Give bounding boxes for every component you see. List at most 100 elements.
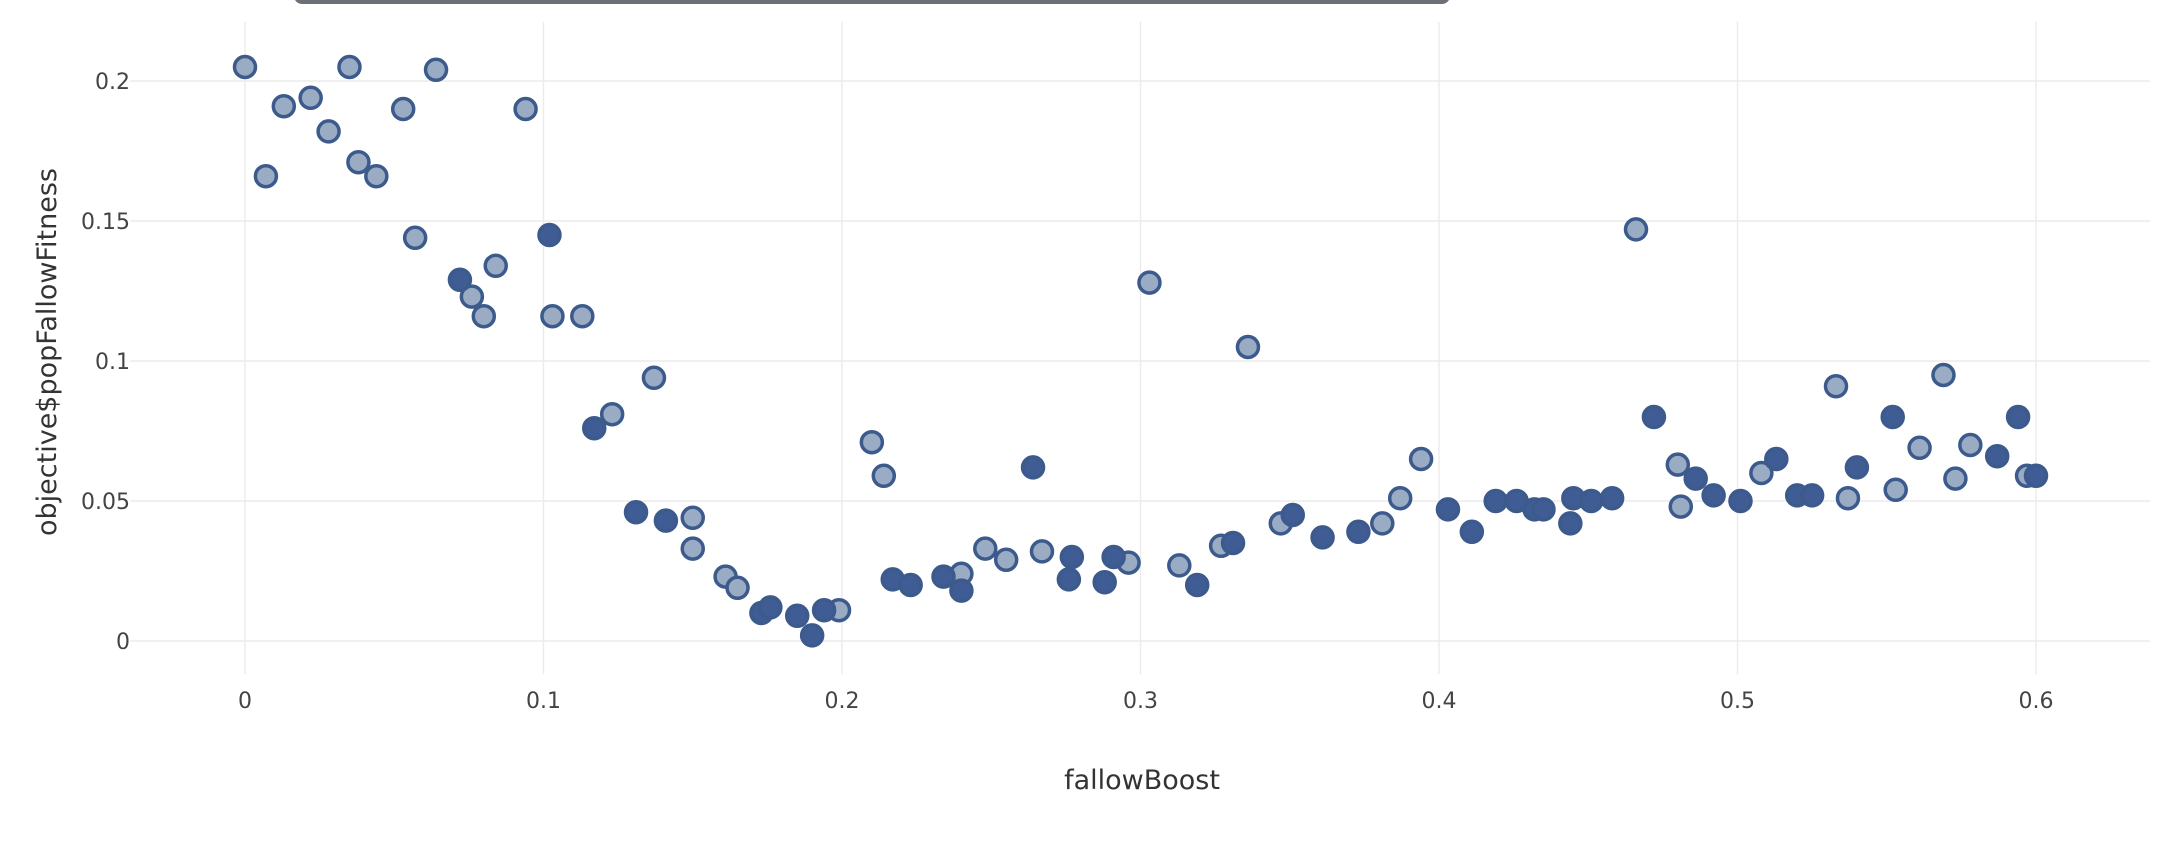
x-tick-label: 0.2 [825, 689, 860, 714]
data-point [949, 578, 974, 603]
data-point [1907, 435, 1932, 461]
y-tick-label: 0.2 [95, 70, 130, 95]
data-point [1184, 572, 1210, 598]
data-point [1943, 466, 1968, 491]
data-point [459, 284, 485, 309]
data-point [1880, 404, 1905, 430]
data-point [447, 267, 473, 293]
data-point [784, 603, 810, 629]
data-point [931, 564, 956, 589]
data-point [1137, 270, 1162, 295]
data-point [623, 499, 649, 525]
data-point [1799, 483, 1825, 508]
data-point [1683, 466, 1708, 491]
data-point [599, 401, 625, 427]
x-tick-label: 0.5 [1720, 689, 1755, 714]
data-point [859, 429, 885, 455]
data-point [402, 225, 428, 251]
data-point [1483, 488, 1508, 514]
data-point [725, 575, 750, 601]
y-tick-label: 0.15 [81, 210, 130, 235]
data-point [1578, 488, 1604, 514]
data-point [2023, 463, 2049, 489]
data-point [581, 415, 607, 441]
x-tick-label: 0.3 [1123, 689, 1158, 714]
data-point [1167, 553, 1192, 578]
data-point [1764, 446, 1789, 472]
y-axis-label: objective$popFallowFitness [32, 168, 63, 536]
data-point [1835, 485, 1861, 511]
data-point [993, 547, 1019, 573]
data-point [1728, 488, 1753, 514]
data-point [898, 572, 923, 598]
data-point [1346, 519, 1371, 545]
data-point [423, 57, 449, 83]
data-point [2005, 404, 2031, 430]
data-point [1641, 404, 1667, 430]
y-tick-labels: 0 0.05 0.1 0.15 0.2 [81, 70, 130, 655]
series-dark-points [447, 222, 2049, 648]
data-point [1310, 525, 1335, 550]
x-tick-label: 0.6 [2019, 689, 2054, 714]
data-point [1668, 494, 1694, 519]
data-point [540, 303, 565, 329]
data-point [346, 149, 371, 175]
data-point [298, 85, 323, 111]
data-point [1665, 452, 1691, 477]
data-point [1029, 539, 1055, 564]
data-point [1020, 455, 1046, 480]
data-point [1958, 432, 1983, 458]
data-point [1370, 511, 1395, 536]
data-point [680, 536, 705, 561]
data-point [1883, 477, 1908, 503]
data-point [390, 96, 416, 122]
data-point [1387, 485, 1413, 511]
y-tick-label: 0.1 [95, 350, 130, 375]
data-point [1435, 497, 1461, 522]
x-tick-label: 0.4 [1422, 689, 1457, 714]
data-point [1220, 530, 1246, 556]
data-point [641, 365, 667, 391]
x-tick-label: 0.1 [526, 689, 561, 714]
series-light-points [232, 54, 2040, 623]
x-axis-label: fallowBoost [1064, 765, 1220, 796]
y-tick-label: 0.05 [81, 490, 130, 515]
data-point [483, 253, 508, 279]
data-point [680, 505, 705, 531]
top-toolbar-edge [294, 0, 1450, 4]
data-point [1408, 446, 1434, 472]
data-point [1749, 460, 1774, 486]
data-point [1280, 502, 1305, 528]
data-point [1092, 569, 1117, 595]
data-point [537, 222, 562, 248]
data-point [337, 54, 362, 80]
data-point [811, 597, 837, 623]
data-point [653, 508, 679, 533]
data-point [1531, 497, 1556, 522]
data-point [1558, 511, 1583, 536]
data-point [799, 623, 825, 648]
x-tick-label: 0 [238, 689, 252, 714]
data-point [1235, 334, 1261, 360]
data-point [1059, 544, 1085, 570]
data-point [570, 303, 595, 329]
data-point [364, 163, 389, 189]
data-point [1984, 443, 2010, 469]
data-point [758, 595, 783, 620]
data-point [1599, 485, 1625, 511]
data-point [271, 93, 297, 119]
data-point [1101, 544, 1126, 570]
data-point [1701, 483, 1726, 508]
data-point [973, 536, 998, 561]
y-tick-label: 0 [116, 630, 130, 655]
data-point [253, 163, 279, 189]
data-point [1931, 362, 1956, 388]
data-point [1459, 519, 1485, 545]
data-point [1623, 217, 1649, 242]
data-point [471, 303, 497, 329]
data-point [1056, 567, 1082, 592]
x-gridlines [244, 22, 2037, 674]
data-point [232, 54, 258, 80]
